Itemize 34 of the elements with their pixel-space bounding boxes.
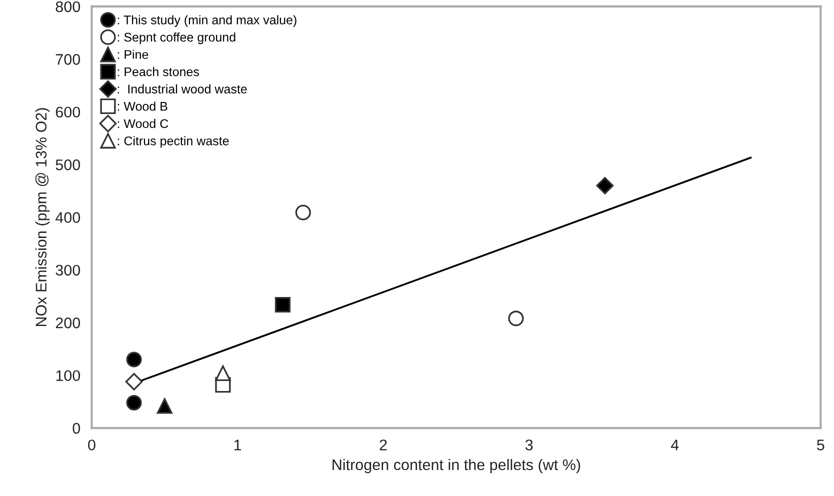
point	[126, 394, 142, 411]
y-tick-label: 600	[56, 106, 80, 118]
y-tick-label: 800	[56, 1, 80, 12]
point	[508, 310, 524, 326]
x-tick-label: 2	[380, 440, 387, 450]
x-tick-label: 1	[234, 440, 242, 450]
point	[215, 365, 231, 382]
legend-label: : Peach stones	[118, 67, 199, 76]
y-axis-title: NOx Emission (ppm @ 13% O2)	[35, 108, 50, 326]
x-tick-label: 0	[88, 440, 96, 450]
point	[274, 296, 290, 313]
y-tick-label: 300	[56, 264, 80, 276]
y-tick-label: 200	[56, 318, 80, 328]
x-tick-label: 3	[525, 440, 533, 450]
point	[596, 176, 614, 194]
legend-label: : Pine	[118, 50, 148, 59]
legend-label: : Wood C	[118, 118, 168, 128]
y-tick-label: 700	[56, 54, 80, 65]
legend-label: : This study (min and max value)	[118, 15, 296, 27]
y-tick-label: 400	[55, 212, 80, 223]
legend-label: : Sepnt coffee ground	[118, 32, 236, 44]
legend-label: : Wood B	[118, 102, 168, 111]
legend-label: : Industrial wood waste	[118, 84, 247, 94]
point	[156, 398, 172, 414]
point	[126, 352, 142, 368]
point	[125, 372, 143, 390]
y-tick-label: 0	[72, 422, 80, 434]
x-tick-label: 5	[817, 440, 824, 450]
y-tick-label: 100	[56, 370, 80, 382]
legend-label: : Citrus pectin waste	[118, 136, 229, 148]
point	[295, 204, 311, 220]
y-tick-label: 500	[56, 159, 80, 170]
x-axis-title: Nitrogen content in the pellets (wt %)	[332, 458, 580, 474]
x-tick-label: 4	[670, 440, 679, 450]
